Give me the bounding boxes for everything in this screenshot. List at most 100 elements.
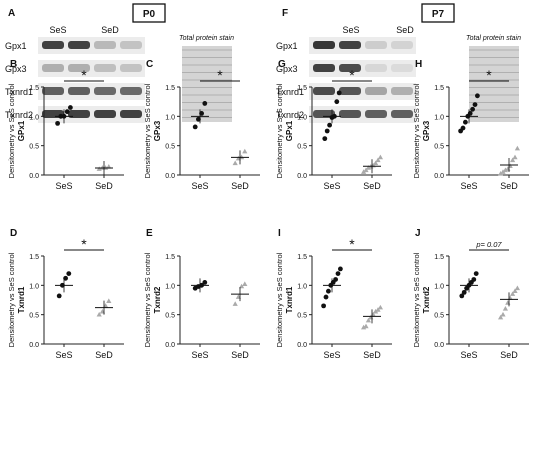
panel-letter: C [146, 59, 153, 70]
data-point-sed [514, 145, 520, 151]
y-axis-label: Densitometry vs SeS control [143, 83, 152, 178]
data-point-ses [324, 128, 330, 134]
y-tick-label: 1.5 [434, 85, 444, 92]
x-tick-label: SeD [500, 181, 518, 191]
blot-row-label: Gpx1 [5, 41, 27, 51]
data-point-sed [514, 285, 520, 291]
y-axis-label: Densitometry vs SeS control [412, 252, 421, 347]
chart-e: E 0.0 0.5 1.0 1.5 Densitometry vs SeS control… [143, 228, 260, 360]
data-point-sed [502, 167, 508, 173]
y-axis-gene-label: Txnrd1 [17, 286, 26, 313]
y-tick-label: 0.5 [165, 313, 175, 320]
data-point-sed [232, 160, 238, 166]
blot-band [391, 110, 413, 118]
data-point-ses [336, 90, 342, 96]
data-point-sed [361, 169, 367, 174]
significance-label: * [217, 67, 223, 83]
blot-strip [38, 83, 145, 100]
blot-row-label: Gpx1 [276, 41, 298, 51]
chart-d: D 0.0 0.5 1.0 1.5 Densitometry vs SeS control… [7, 228, 124, 360]
data-point-sed [363, 167, 369, 173]
y-axis-gene-label: Txnrd1 [285, 286, 294, 313]
blot-band [120, 64, 142, 72]
blot-band [42, 41, 64, 49]
data-point-ses [64, 109, 70, 115]
y-tick-label: 1.0 [297, 114, 307, 121]
blot-row-label: Gpx3 [5, 64, 27, 74]
data-point-ses [66, 271, 72, 276]
data-point-ses [334, 99, 340, 105]
blot-band [391, 41, 413, 49]
age-box [132, 3, 166, 23]
x-tick-label: SeD [231, 181, 249, 191]
y-tick-label: 0.0 [165, 342, 175, 349]
data-point-sed [242, 148, 248, 154]
data-point-ses [322, 136, 328, 142]
y-axis-label: Densitometry vs SeS control [412, 83, 421, 178]
y-axis-label: Densitometry vs SeS control [275, 252, 284, 347]
data-point-sed [96, 311, 102, 317]
group-label-sed: SeD [396, 25, 414, 35]
y-tick-label: 0.5 [297, 313, 307, 320]
y-tick-label: 1.5 [297, 85, 307, 92]
blot-band [94, 87, 116, 95]
blot-band [42, 87, 64, 95]
data-point-ses [321, 303, 326, 309]
data-point-sed [377, 154, 383, 160]
y-tick-label: 1.5 [165, 254, 175, 261]
data-point-ses [202, 101, 208, 106]
data-point-ses [323, 294, 329, 300]
data-point-sed [96, 166, 102, 171]
age-label: P7 [432, 9, 445, 20]
significance-label: p= 0.07 [475, 240, 502, 249]
data-point-ses [470, 106, 475, 112]
x-tick-label: SeS [55, 350, 72, 360]
blot-panel-p7: F P7 SeS SeD Gpx1 Gpx3 Txnrd1 Txnrd2 Total prote… [276, 3, 521, 123]
x-tick-label: SeS [460, 181, 477, 191]
y-tick-label: 0.0 [434, 173, 444, 180]
y-tick-label: 1.0 [297, 283, 307, 290]
y-tick-label: 0.0 [29, 173, 39, 180]
data-point-sed [373, 160, 379, 166]
data-point-sed [512, 288, 518, 293]
x-tick-label: SeD [95, 350, 113, 360]
data-point-ses [55, 120, 60, 126]
data-point-sed [375, 307, 381, 312]
panel-letter: E [146, 228, 153, 239]
y-tick-label: 1.5 [434, 254, 444, 261]
chart-g: G 0.0 0.5 1.0 1.5 Densitometry vs SeS control… [275, 59, 392, 191]
y-tick-label: 0.0 [297, 173, 307, 180]
blot-band [365, 64, 387, 72]
y-tick-label: 1.0 [434, 283, 444, 290]
x-tick-label: SeS [460, 350, 477, 360]
significance-label: * [486, 67, 492, 83]
data-point-sed [361, 324, 367, 330]
data-point-sed [377, 304, 383, 310]
x-tick-label: SeD [95, 181, 113, 191]
blot-row-label: Txnrd2 [276, 110, 304, 120]
significance-label: * [81, 67, 87, 83]
panel-letter: G [278, 59, 286, 70]
blot-band [365, 110, 387, 118]
panel-letter: D [10, 228, 17, 239]
y-axis-gene-label: GPx3 [422, 120, 431, 141]
y-tick-label: 1.0 [165, 114, 175, 121]
blot-band [313, 64, 335, 72]
data-point-ses [202, 280, 208, 285]
significance-label: * [349, 67, 355, 83]
blot-strip [309, 106, 416, 123]
blot-band [68, 110, 90, 118]
blot-band [339, 64, 361, 72]
data-point-ses [333, 277, 338, 282]
data-point-sed [375, 157, 381, 163]
blot-strip [309, 60, 416, 77]
blot-row-label: Txnrd1 [5, 87, 33, 97]
blot-band [391, 87, 413, 95]
data-point-ses [472, 102, 478, 107]
data-point-sed [507, 163, 513, 168]
y-axis-label: Densitometry vs SeS control [275, 83, 284, 178]
blot-strip [309, 37, 416, 54]
x-tick-label: SeS [191, 350, 208, 360]
chart-c: C 0.0 0.5 1.0 1.5 Densitometry vs SeS control… [143, 59, 260, 191]
y-tick-label: 0.5 [434, 313, 444, 320]
